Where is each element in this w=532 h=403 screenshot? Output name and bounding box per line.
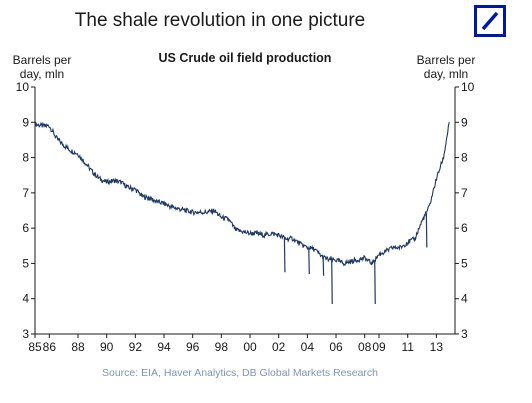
- y-tick-label-right: 3: [461, 327, 468, 341]
- production-dip: [308, 247, 310, 275]
- x-tick-label: 92: [129, 340, 143, 354]
- x-tick-label: 86: [43, 340, 57, 354]
- x-tick-label: 13: [430, 340, 444, 354]
- chart-title: US Crude oil field production: [158, 51, 332, 65]
- y-tick-label-left: 3: [22, 327, 29, 341]
- y-tick-label-right: 9: [461, 115, 468, 129]
- x-tick-label: 08: [358, 340, 372, 354]
- y-tick-label-left: 5: [22, 256, 29, 270]
- y-tick-label-right: 5: [461, 256, 468, 270]
- y-tick-label-left: 7: [22, 186, 29, 200]
- production-dip: [374, 259, 376, 305]
- x-tick-label: 09: [372, 340, 386, 354]
- x-tick-label: 96: [186, 340, 200, 354]
- chart-source: Source: EIA, Haver Analytics, DB Global …: [101, 367, 379, 379]
- x-tick-label: 11: [401, 340, 414, 354]
- x-tick-label: 06: [329, 340, 343, 354]
- x-tick-label: 94: [157, 340, 171, 354]
- x-tick-label: 88: [71, 340, 85, 354]
- y-axis-label-right: Barrels per day, mln: [416, 53, 476, 81]
- y-tick-label-left: 8: [22, 151, 29, 165]
- y-tick-label-left: 6: [22, 221, 29, 235]
- production-dip: [425, 212, 428, 248]
- y-axis-label-left: Barrels per day, mln: [12, 53, 72, 81]
- production-dip: [283, 238, 286, 273]
- chart-axes: [34, 87, 456, 335]
- x-tick-label: 85: [28, 340, 42, 354]
- x-tick-label: 02: [272, 340, 286, 354]
- y-tick-label-right: 7: [461, 186, 468, 200]
- production-line: [34, 121, 450, 267]
- y-tick-label-right: 6: [461, 221, 468, 235]
- y-tick-label-right: 4: [461, 292, 468, 306]
- page-headline: The shale revolution in one picture: [74, 10, 366, 31]
- chart-series: [34, 121, 450, 305]
- x-tick-label: 98: [215, 340, 229, 354]
- y-tick-label-right: 8: [461, 151, 468, 165]
- y-tick-label-left: 9: [22, 115, 29, 129]
- deutsche-bank-logo-icon: [474, 5, 506, 37]
- production-dip: [331, 259, 333, 305]
- y-tick-label-left: 4: [22, 292, 29, 306]
- production-dip: [322, 257, 325, 276]
- y-tick-label-left: 10: [16, 80, 30, 94]
- x-tick-label: 90: [100, 340, 114, 354]
- x-tick-label: 04: [301, 340, 315, 354]
- y-tick-label-right: 10: [461, 80, 475, 94]
- x-tick-label: 00: [243, 340, 257, 354]
